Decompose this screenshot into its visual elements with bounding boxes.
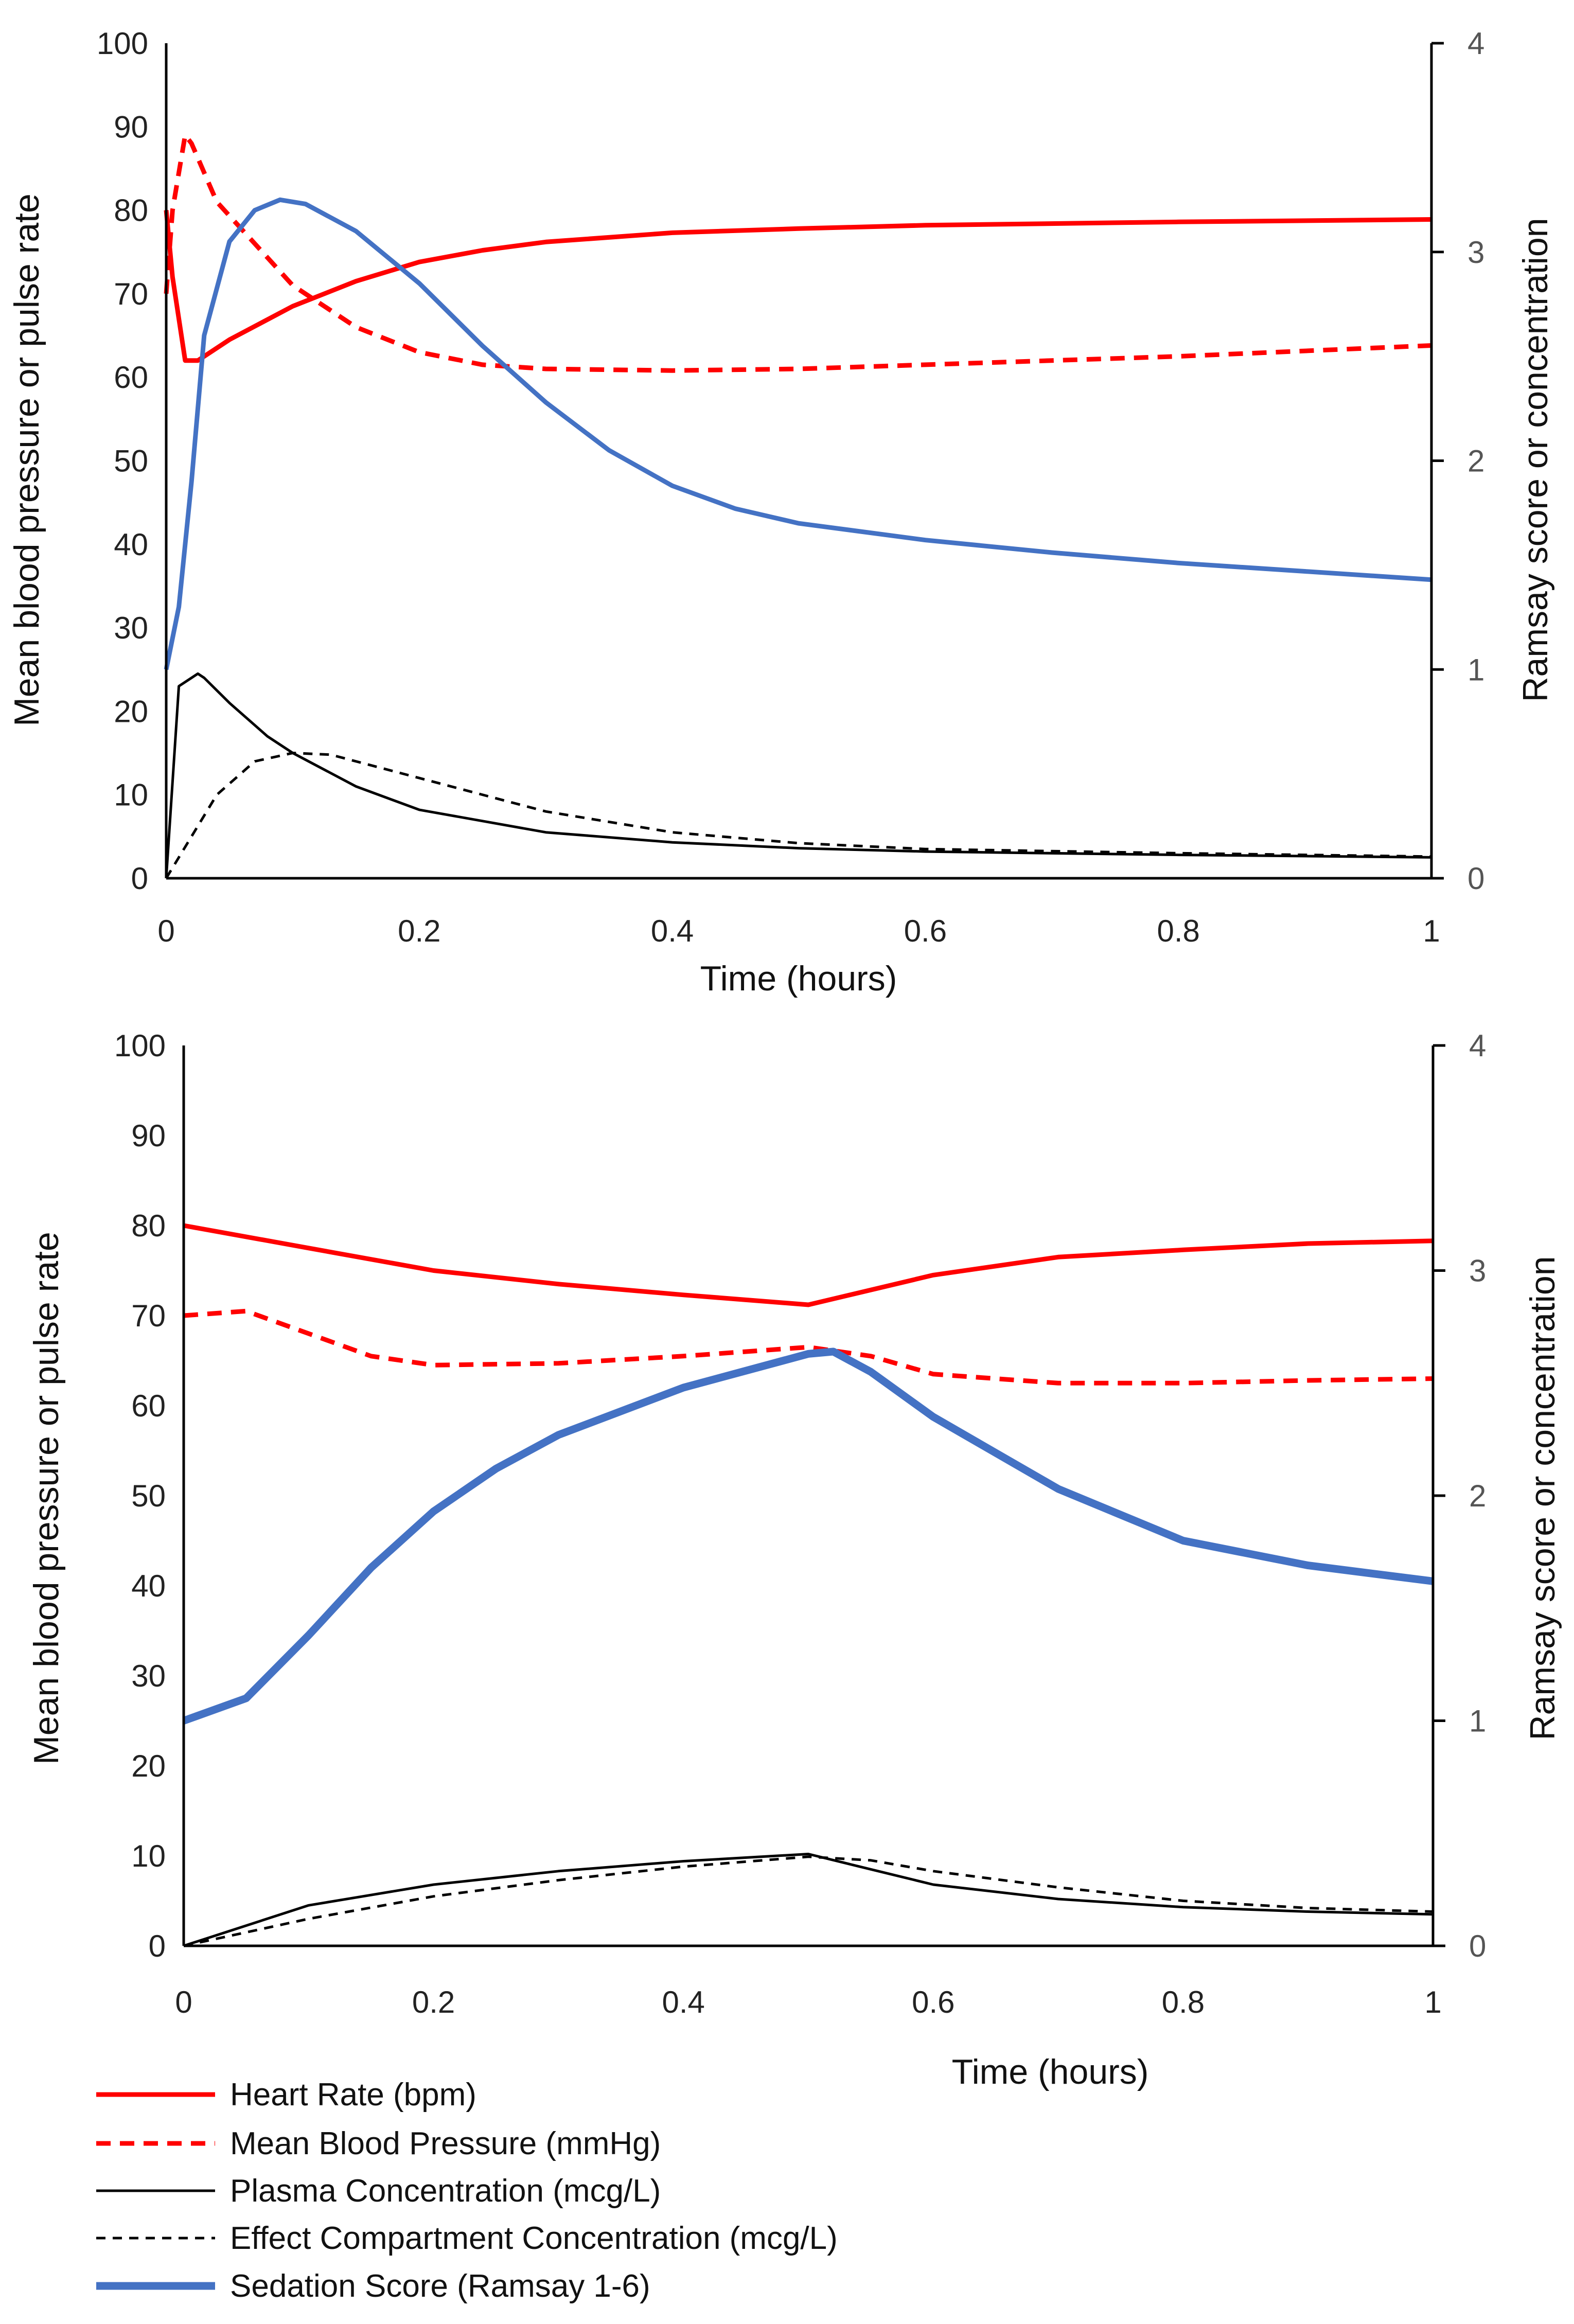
- y2-tick-label: 4: [1467, 26, 1484, 61]
- y2-tick-label: 2: [1469, 1479, 1486, 1513]
- series-line-sedation-score-ramsay-1-6: [164, 197, 1432, 670]
- y2-tick-label: 4: [1469, 1028, 1486, 1063]
- y-tick-label: 20: [114, 694, 148, 729]
- y-tick-label: 70: [131, 1299, 166, 1333]
- y-tick-label: 60: [114, 360, 148, 395]
- series-line-heart-rate-bpm: [164, 210, 1432, 363]
- series-line-plasma-concentration-mcg-l: [183, 1853, 1434, 1947]
- x-tick-label: 1: [1423, 914, 1440, 948]
- x-axis-title: Time (hours): [952, 2052, 1149, 2091]
- y-tick-label: 50: [114, 444, 148, 478]
- y-axis-title: Mean blood pressure or pulse rate: [7, 193, 46, 726]
- y-tick-label: 90: [131, 1119, 166, 1153]
- y2-tick-label: 0: [1469, 1929, 1486, 1963]
- y-tick-label: 100: [114, 1028, 166, 1063]
- y-tick-label: 0: [149, 1929, 166, 1963]
- y-tick-label: 10: [114, 778, 148, 812]
- y2-tick-label: 1: [1469, 1704, 1486, 1738]
- x-tick-label: 0.6: [912, 1985, 954, 2019]
- y2-axis-title: Ramsay score or concentration: [1516, 218, 1555, 702]
- y-axis-title: Mean blood pressure or pulse rate: [27, 1232, 66, 1765]
- y-tick-label: 80: [131, 1209, 166, 1243]
- x-axis-title: Time (hours): [700, 959, 897, 998]
- series-line-mean-blood-pressure-mmhg: [164, 133, 1432, 373]
- legend-label: Heart Rate (bpm): [230, 2077, 476, 2113]
- y-tick-label: 100: [97, 26, 148, 61]
- y-tick-label: 80: [114, 193, 148, 228]
- y-tick-label: 10: [131, 1839, 166, 1873]
- series-line-plasma-concentration-mcg-l: [165, 672, 1432, 879]
- x-tick-label: 0.6: [904, 914, 947, 948]
- y-tick-label: 90: [114, 110, 148, 144]
- y2-tick-label: 0: [1467, 861, 1484, 896]
- x-tick-label: 0.2: [412, 1985, 455, 2019]
- y-tick-label: 0: [131, 861, 148, 896]
- x-tick-label: 1: [1424, 1985, 1441, 2019]
- x-tick-label: 0: [175, 1985, 192, 2019]
- x-tick-label: 0.8: [1162, 1985, 1205, 2019]
- y2-tick-label: 1: [1467, 652, 1484, 687]
- x-tick-label: 0: [157, 914, 174, 948]
- series-line-mean-blood-pressure-mmhg: [183, 1308, 1434, 1386]
- y-tick-label: 60: [131, 1389, 166, 1423]
- series-line-heart-rate-bpm: [183, 1223, 1434, 1307]
- y-tick-label: 30: [114, 611, 148, 645]
- series-line-effect-compartment-concentration-mcg-l: [183, 1855, 1434, 1947]
- y-tick-label: 40: [131, 1569, 166, 1603]
- y-tick-label: 30: [131, 1659, 166, 1693]
- legend-label: Sedation Score (Ramsay 1-6): [230, 2268, 650, 2304]
- y2-tick-label: 2: [1467, 444, 1484, 478]
- legend: Heart Rate (bpm) Mean Blood Pressure (mmH…: [96, 2077, 838, 2304]
- legend-label: Effect Compartment Concentration (mcg/L): [230, 2221, 838, 2256]
- y-tick-label: 40: [114, 527, 148, 562]
- y-tick-label: 50: [131, 1479, 166, 1513]
- x-tick-label: 0.4: [651, 914, 694, 948]
- legend-label: Mean Blood Pressure (mmHg): [230, 2126, 661, 2161]
- x-tick-label: 0.8: [1157, 914, 1199, 948]
- legend-label: Plasma Concentration (mcg/L): [230, 2173, 661, 2209]
- x-tick-label: 0.4: [662, 1985, 704, 2019]
- series-line-effect-compartment-concentration-mcg-l: [165, 752, 1432, 879]
- y-tick-label: 20: [131, 1749, 166, 1783]
- series-line-sedation-score-ramsay-1-6: [182, 1347, 1434, 1725]
- y-tick-label: 70: [114, 277, 148, 311]
- x-tick-label: 0.2: [398, 914, 440, 948]
- y2-tick-label: 3: [1467, 235, 1484, 270]
- y2-axis-title: Ramsay score or concentration: [1523, 1256, 1562, 1740]
- y2-tick-label: 3: [1469, 1254, 1486, 1288]
